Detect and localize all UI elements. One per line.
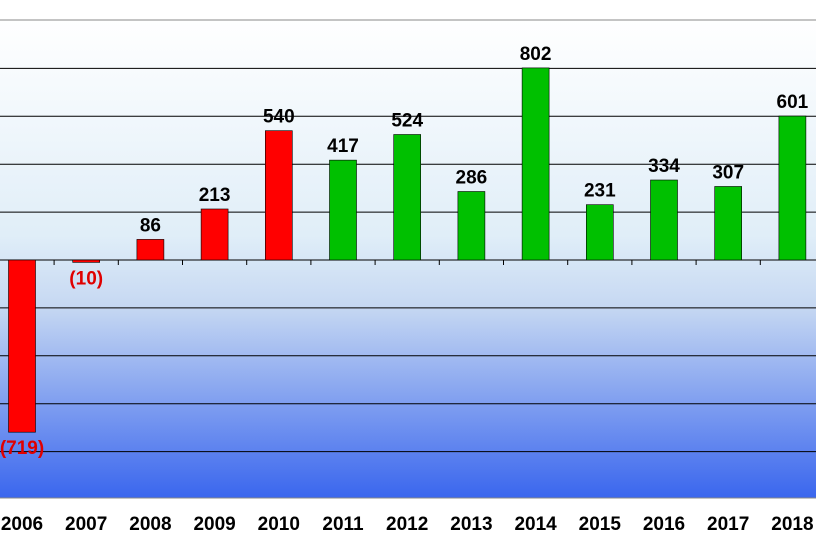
bars bbox=[8, 67, 807, 433]
axis-ticks bbox=[53, 260, 761, 265]
value-label-2013: 286 bbox=[456, 168, 488, 189]
value-label-2018: 601 bbox=[777, 92, 809, 113]
category-label-2013: 2013 bbox=[450, 514, 492, 535]
value-label-2016: 334 bbox=[648, 156, 680, 177]
bar-2017 bbox=[714, 186, 743, 261]
category-label-2007: 2007 bbox=[65, 514, 107, 535]
value-label-2006: (719) bbox=[0, 438, 44, 459]
value-label-2010: 540 bbox=[263, 107, 295, 128]
bar-2018 bbox=[778, 115, 807, 261]
bar-2008 bbox=[136, 239, 165, 261]
category-label-2008: 2008 bbox=[129, 514, 171, 535]
category-label-2016: 2016 bbox=[643, 514, 685, 535]
value-label-2012: 524 bbox=[391, 111, 423, 132]
bar-2011 bbox=[329, 159, 357, 261]
category-label-2011: 2011 bbox=[322, 514, 364, 535]
bar-2013 bbox=[457, 191, 486, 261]
bar-2016 bbox=[650, 179, 678, 261]
value-label-2008: 86 bbox=[140, 215, 161, 236]
category-label-2014: 2014 bbox=[514, 514, 557, 535]
category-label-2010: 2010 bbox=[258, 514, 300, 535]
bar-2010 bbox=[264, 130, 293, 261]
bar-2014 bbox=[521, 67, 550, 261]
bar-2009 bbox=[200, 208, 229, 261]
bar-2006 bbox=[8, 259, 36, 433]
category-label-2006: 2006 bbox=[1, 514, 43, 535]
category-label-2009: 2009 bbox=[193, 514, 235, 535]
category-label-2018: 2018 bbox=[771, 514, 813, 535]
value-label-2015: 231 bbox=[584, 181, 616, 202]
value-label-2011: 417 bbox=[327, 136, 359, 157]
category-label-2012: 2012 bbox=[386, 514, 428, 535]
category-labels: 2006 2007 2008 2009 2010 2011 2012 2013 2014 2015… bbox=[1, 514, 814, 535]
category-label-2015: 2015 bbox=[579, 514, 622, 535]
bar-2012 bbox=[393, 134, 422, 261]
bar-2007 bbox=[72, 259, 100, 263]
value-label-2014: 802 bbox=[520, 44, 552, 65]
category-label-2017: 2017 bbox=[707, 514, 749, 535]
value-label-2009: 213 bbox=[199, 185, 231, 206]
bar-2015 bbox=[585, 204, 614, 261]
value-labels: (719) (10) 86 213 540 417 524 286 802 231 334 307 60… bbox=[0, 44, 809, 459]
value-label-2017: 307 bbox=[712, 162, 744, 183]
value-label-2007: (10) bbox=[69, 268, 103, 289]
